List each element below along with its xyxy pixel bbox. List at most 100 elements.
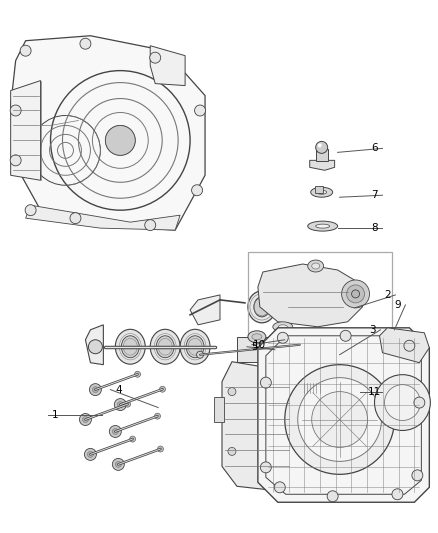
Circle shape [197, 351, 204, 358]
Ellipse shape [317, 190, 327, 194]
Text: 9: 9 [394, 300, 401, 310]
Circle shape [278, 447, 286, 455]
Circle shape [385, 385, 420, 421]
Circle shape [318, 143, 321, 148]
Circle shape [228, 447, 236, 455]
Bar [314, 186, 323, 193]
Circle shape [392, 489, 403, 500]
Ellipse shape [252, 334, 262, 340]
Ellipse shape [150, 329, 180, 364]
Polygon shape [150, 46, 185, 86]
Circle shape [20, 45, 31, 56]
Text: 7: 7 [371, 190, 378, 200]
Circle shape [191, 185, 202, 196]
Circle shape [312, 392, 367, 447]
Circle shape [285, 365, 395, 474]
Polygon shape [11, 80, 41, 180]
Circle shape [134, 372, 141, 377]
Circle shape [340, 330, 351, 341]
Bar [214, 397, 224, 422]
Ellipse shape [180, 329, 210, 364]
Circle shape [346, 285, 364, 303]
Circle shape [80, 38, 91, 49]
Circle shape [82, 416, 88, 423]
Circle shape [158, 446, 163, 452]
Circle shape [342, 280, 370, 308]
Ellipse shape [273, 322, 293, 332]
Circle shape [106, 125, 135, 155]
Bar [290, 397, 300, 422]
Circle shape [130, 436, 135, 442]
Text: 11: 11 [368, 386, 381, 397]
Circle shape [274, 482, 285, 493]
Circle shape [412, 470, 423, 481]
Circle shape [159, 386, 166, 392]
Circle shape [112, 458, 124, 470]
Text: 5: 5 [251, 342, 258, 352]
Circle shape [92, 386, 99, 393]
Polygon shape [25, 205, 180, 230]
Circle shape [88, 451, 93, 457]
Ellipse shape [156, 336, 174, 358]
Circle shape [260, 377, 271, 388]
Circle shape [277, 332, 288, 343]
Circle shape [298, 378, 381, 462]
Circle shape [112, 429, 118, 434]
Ellipse shape [115, 329, 145, 364]
Ellipse shape [308, 221, 338, 231]
Text: 6: 6 [371, 143, 378, 154]
Circle shape [316, 141, 328, 154]
Circle shape [85, 448, 96, 461]
Polygon shape [353, 384, 361, 392]
Ellipse shape [311, 187, 332, 197]
Polygon shape [11, 36, 205, 230]
Circle shape [404, 340, 415, 351]
Circle shape [89, 384, 101, 395]
Polygon shape [258, 328, 429, 502]
Circle shape [414, 397, 425, 408]
Circle shape [294, 340, 305, 350]
Circle shape [145, 220, 155, 231]
Ellipse shape [248, 291, 276, 323]
Circle shape [110, 425, 121, 438]
Polygon shape [237, 337, 277, 362]
Circle shape [10, 155, 21, 166]
Polygon shape [222, 362, 292, 491]
Circle shape [374, 375, 430, 431]
Circle shape [114, 399, 126, 410]
Circle shape [79, 414, 92, 425]
Ellipse shape [312, 263, 320, 269]
Ellipse shape [316, 224, 330, 228]
Text: 4: 4 [115, 385, 122, 394]
Circle shape [228, 387, 236, 395]
Circle shape [155, 413, 160, 419]
Circle shape [124, 401, 131, 407]
Ellipse shape [278, 325, 287, 329]
Text: 10: 10 [253, 340, 266, 350]
Ellipse shape [121, 336, 139, 358]
Polygon shape [379, 328, 429, 362]
Polygon shape [310, 160, 335, 171]
Circle shape [260, 462, 271, 473]
Text: 1: 1 [52, 409, 59, 419]
Text: 3: 3 [369, 325, 376, 335]
Bar [320, 381, 328, 394]
Bar [302, 383, 353, 393]
Circle shape [352, 290, 360, 298]
Circle shape [117, 401, 124, 408]
Bar [316, 149, 328, 161]
Circle shape [25, 205, 36, 216]
Circle shape [70, 213, 81, 224]
Circle shape [88, 340, 102, 354]
Ellipse shape [186, 336, 204, 358]
Text: 2: 2 [384, 290, 391, 300]
Circle shape [10, 105, 21, 116]
Polygon shape [85, 325, 103, 365]
Polygon shape [190, 295, 220, 325]
Ellipse shape [248, 331, 266, 343]
Circle shape [278, 387, 286, 395]
Circle shape [115, 462, 121, 467]
Ellipse shape [308, 260, 324, 272]
Circle shape [327, 491, 338, 502]
Ellipse shape [254, 297, 270, 317]
